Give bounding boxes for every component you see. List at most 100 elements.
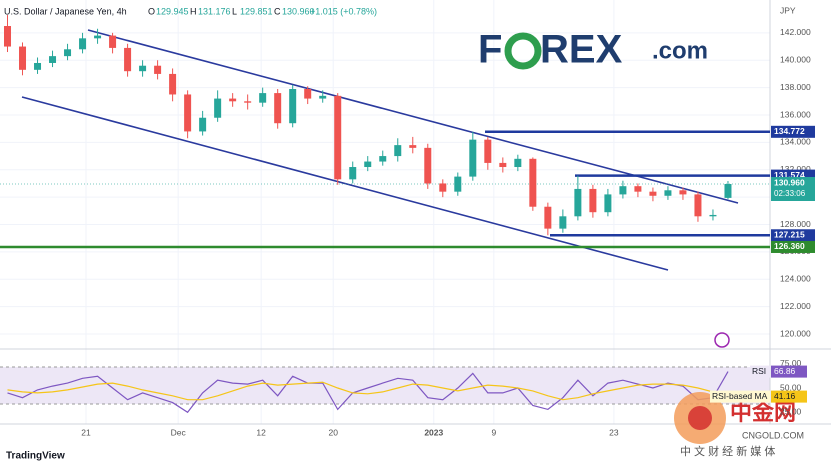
candle-body: [124, 47, 132, 72]
ohlc-key: C: [274, 6, 281, 16]
candle-body: [229, 98, 237, 102]
level-badge: [771, 240, 815, 253]
candle-body: [199, 117, 207, 132]
candle-body: [34, 62, 42, 70]
rsi-band: [0, 367, 770, 404]
level-badge: [771, 125, 815, 138]
candle-body: [574, 188, 582, 217]
x-tick-label: 21: [81, 427, 91, 437]
rsi-name-badge: [710, 390, 770, 403]
y-tick-label: 124.000: [780, 274, 811, 284]
rsi-name-badge: [750, 365, 770, 378]
x-tick-label: 20: [328, 427, 338, 437]
y-tick-label: 120.000: [780, 328, 811, 338]
plot: [0, 15, 770, 414]
y-tick-label: 142.000: [780, 27, 811, 37]
candle-body: [244, 101, 252, 103]
watermark-site: CNGOLD.COM: [742, 430, 804, 440]
y-tick-label: 140.000: [780, 54, 811, 64]
channel-upper: [87, 29, 739, 204]
y-tick-label: 136.000: [780, 109, 811, 119]
candle-body: [499, 162, 507, 168]
rsi-value: 41.16: [774, 391, 796, 401]
candle-body: [694, 194, 702, 217]
candle-body: [724, 184, 732, 198]
candle-body: [529, 158, 537, 207]
candle-body: [364, 161, 372, 168]
x-tick-label: 2023: [424, 427, 443, 437]
candle-body: [139, 65, 147, 72]
change: +1.015 (+0.78%): [310, 6, 377, 16]
candle-body: [109, 35, 117, 48]
brand: TradingView: [6, 451, 65, 462]
x-tick-label: 23: [609, 427, 619, 437]
candle-body: [439, 183, 447, 192]
candle-body: [19, 46, 27, 70]
candle-body: [424, 147, 432, 184]
logo-left: F: [478, 28, 502, 72]
candle-body: [679, 190, 687, 195]
level-label: 126.360: [774, 241, 805, 251]
candle-body: [304, 88, 312, 99]
level-label: 134.772: [774, 126, 805, 136]
candle-body: [469, 139, 477, 177]
watermark-logo-inner: [688, 406, 712, 430]
rsi-value-badge: [771, 365, 807, 378]
candle-body: [649, 191, 657, 196]
watermark-tagline: 中 文 财 经 新 媒 体: [680, 444, 775, 458]
candle-body: [289, 88, 297, 124]
candle-body: [619, 186, 627, 195]
rsi-value: 66.86: [774, 366, 796, 376]
ohlc-key: L: [232, 6, 237, 16]
ohlc-key: H: [190, 6, 197, 16]
candle-body: [709, 214, 717, 217]
candle-body: [49, 56, 57, 63]
candle-body: [379, 156, 387, 162]
countdown: 02:33:06: [774, 189, 806, 198]
rsi-name: RSI-based MA: [712, 391, 768, 401]
rsi-tick-label: 75.00: [780, 358, 802, 368]
candle-body: [664, 190, 672, 196]
rsi-name: RSI: [752, 366, 766, 376]
ohlc-value: 129.945: [156, 6, 189, 16]
rsi-tick-label: 25.00: [780, 407, 802, 417]
logo-o: [504, 32, 542, 70]
candle-body: [514, 158, 522, 168]
alert-icon[interactable]: [714, 332, 730, 348]
candle-body: [169, 73, 177, 95]
ohlc-readout: O 129.945 H 131.176 L 129.851 C 130.960: [148, 6, 315, 16]
candle-body: [214, 98, 222, 118]
level-badge: [771, 229, 815, 242]
forex-logo: F REX .com: [478, 28, 708, 72]
logo-suffix: .com: [652, 37, 708, 64]
candle-body: [94, 35, 102, 39]
candle-body: [259, 93, 267, 103]
y-tick-label: 132.000: [780, 164, 811, 174]
candle-body: [454, 176, 462, 192]
candle-body: [184, 94, 192, 132]
rsi-line: [7, 381, 729, 401]
ohlc-value: 130.960: [282, 6, 315, 16]
candle-body: [394, 145, 402, 157]
candle-body: [409, 145, 417, 148]
candle-body: [544, 206, 552, 229]
candle-body: [319, 95, 327, 99]
candle-body: [604, 194, 612, 213]
y-tick-label: 134.000: [780, 137, 811, 147]
y-tick-label: 128.000: [780, 219, 811, 229]
ohlc-value: 129.851: [240, 6, 273, 16]
candle-body: [334, 95, 342, 180]
y-tick-label: 138.000: [780, 82, 811, 92]
candle-body: [349, 167, 357, 180]
level-label: 127.215: [774, 230, 805, 240]
watermark: 中金网 CNGOLD.COM 中 文 财 经 新 媒 体: [674, 392, 804, 458]
symbol: U.S. Dollar / Japanese Yen, 4h: [4, 6, 127, 16]
rsi-tick-label: 50.00: [780, 382, 802, 392]
candle-body: [4, 26, 12, 47]
logo-right: REX: [540, 28, 623, 72]
candle-body: [559, 216, 567, 229]
candle-body: [634, 186, 642, 192]
ohlc-key: O: [148, 6, 155, 16]
candle-body: [274, 93, 282, 124]
